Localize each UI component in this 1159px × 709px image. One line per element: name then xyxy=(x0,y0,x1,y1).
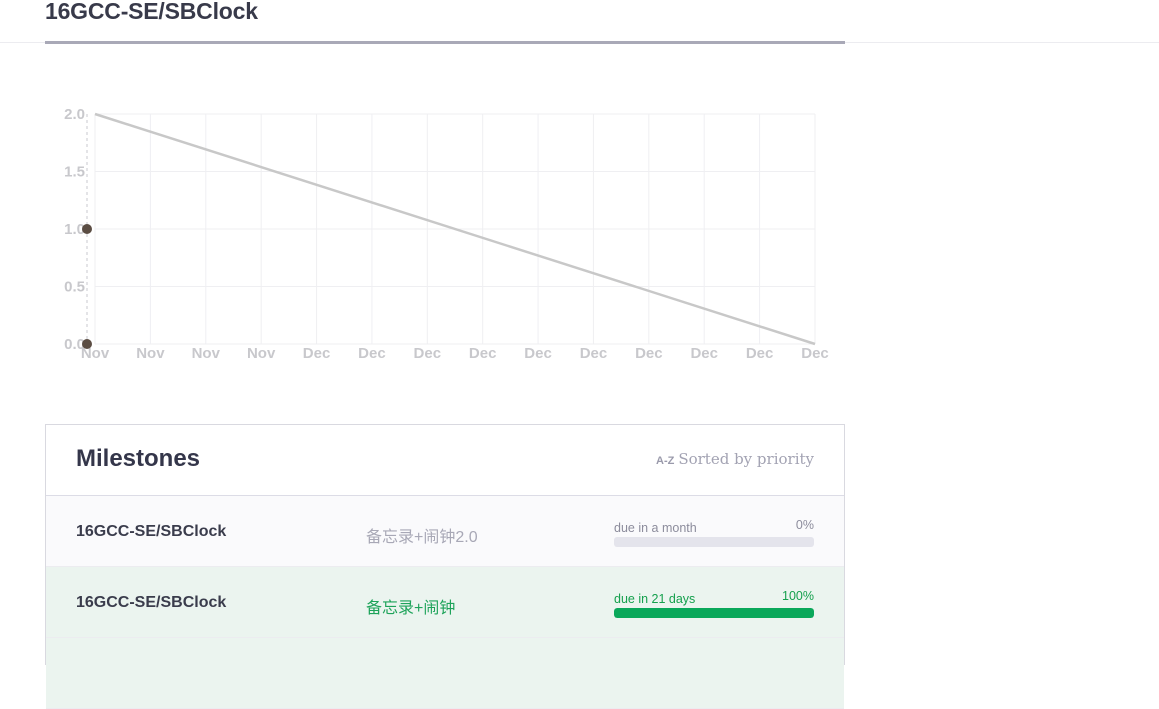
milestone-due: due in 21 days xyxy=(614,592,696,606)
chart-point xyxy=(82,339,92,349)
chart-y-tick-label: 1.0 xyxy=(64,221,85,238)
milestones-title: Milestones xyxy=(76,445,201,472)
milestone-name[interactable]: 备忘录+闹钟 xyxy=(366,600,456,617)
chart-x-tick-label: Dec xyxy=(635,345,663,362)
chart-y-tick-label: 0.0 xyxy=(64,336,85,353)
milestone-progress-bar xyxy=(614,537,814,547)
chart-x-tick-label: Dec xyxy=(358,345,386,362)
chart-x-tick-label: Dec xyxy=(469,345,497,362)
milestones-panel: Milestones A-Z Sorted by priority 16GCC-… xyxy=(45,424,845,709)
chart-x-tick-label: Nov xyxy=(192,345,221,362)
chart-x-tick-label: Dec xyxy=(746,345,774,362)
chart-x-tick-label: Nov xyxy=(136,345,165,362)
sort-az-icon: A-Z xyxy=(656,455,675,467)
page-title: 16GCC-SE/SBClock xyxy=(45,0,845,44)
milestones-header: Milestones A-Z Sorted by priority xyxy=(46,425,844,496)
milestone-percent: 0% xyxy=(795,518,814,532)
chart-point xyxy=(82,224,92,234)
milestone-progress-fill xyxy=(614,608,814,618)
milestone-row[interactable]: 16GCC-SE/SBClock 备忘录+闹钟 due in 21 days 1… xyxy=(46,567,844,638)
chart-x-tick-label: Nov xyxy=(247,345,276,362)
milestone-name[interactable]: 备忘录+闹钟2.0 xyxy=(366,529,478,546)
page-title-text[interactable]: 16GCC-SE/SBClock xyxy=(45,0,258,24)
burndown-chart: 0.0 0.5 1.0 1.5 2.0 Nov Nov Nov Nov Dec Dec Dec Dec D… xyxy=(45,95,845,370)
burndown-chart-svg: 0.0 0.5 1.0 1.5 2.0 Nov Nov Nov Nov Dec Dec Dec Dec D… xyxy=(64,106,829,362)
milestone-row[interactable]: 16GCC-SE/SBClock 备忘录+闹钟2.0 due in a mont… xyxy=(46,496,844,567)
chart-y-tick-label: 1.5 xyxy=(64,164,85,181)
milestone-percent: 100% xyxy=(782,589,814,603)
chart-y-tick-label: 2.0 xyxy=(64,106,85,123)
chart-x-tick-label: Dec xyxy=(801,345,829,362)
chart-x-tick-label: Dec xyxy=(303,345,331,362)
milestone-due: due in a month xyxy=(614,521,697,535)
milestone-progress-bar xyxy=(614,608,814,618)
chart-x-tick-label: Dec xyxy=(414,345,442,362)
chart-x-tick-label: Dec xyxy=(580,345,608,362)
sort-control[interactable]: A-Z Sorted by priority xyxy=(656,450,814,468)
milestone-repo[interactable]: 16GCC-SE/SBClock xyxy=(76,523,227,540)
milestone-repo[interactable]: 16GCC-SE/SBClock xyxy=(76,594,227,611)
chart-x-tick-label: Dec xyxy=(690,345,718,362)
sort-label: Sorted by priority xyxy=(678,450,814,468)
chart-y-tick-label: 0.5 xyxy=(64,279,85,296)
chart-x-tick-label: Dec xyxy=(524,345,552,362)
milestone-row-partial[interactable] xyxy=(46,638,844,709)
chart-series-line xyxy=(94,112,816,346)
chart-x-tick-label: Nov xyxy=(81,345,110,362)
